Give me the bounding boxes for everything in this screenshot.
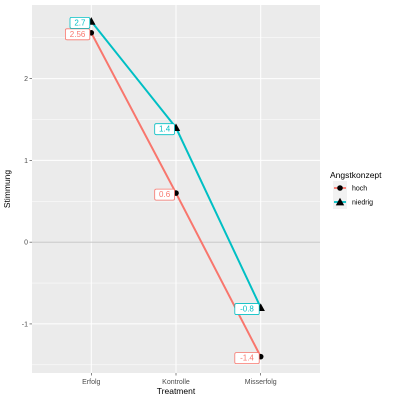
data-label-niedrig: 1.4 bbox=[154, 123, 175, 136]
data-label-text: 2.56 bbox=[70, 30, 86, 39]
y-axis-title: Stimmung bbox=[2, 170, 12, 209]
y-tick-label: 1 bbox=[24, 158, 28, 165]
x-axis-title: Treatment bbox=[157, 386, 196, 396]
data-label-text: 1.4 bbox=[159, 125, 171, 134]
legend-item-hoch: hoch bbox=[333, 181, 367, 195]
x-tick-label: Misserfolg bbox=[245, 379, 277, 386]
data-label-box bbox=[69, 16, 91, 29]
x-tick-label: Kontrolle bbox=[162, 379, 190, 386]
legend: Angstkonzept hoch niedrig bbox=[330, 170, 382, 209]
x-tick-label: Erfolg bbox=[82, 379, 100, 386]
legend-title: Angstkonzept bbox=[330, 170, 382, 180]
data-label-box bbox=[234, 352, 260, 365]
legend-item-niedrig: niedrig bbox=[333, 195, 373, 209]
legend-label: hoch bbox=[352, 186, 367, 193]
data-label-box bbox=[154, 123, 175, 136]
data-label-hoch: 2.56 bbox=[64, 28, 91, 41]
data-label-niedrig: -0.8 bbox=[234, 303, 260, 315]
y-axis-ticks: -1 0 1 2 bbox=[22, 76, 32, 328]
data-label-text: -1.4 bbox=[240, 354, 254, 363]
data-label-text: -0.8 bbox=[240, 305, 254, 314]
y-tick-label: -1 bbox=[22, 321, 28, 328]
y-tick-label: 0 bbox=[24, 240, 28, 247]
data-label-text: 2.7 bbox=[74, 18, 86, 27]
data-label-hoch: -1.4 bbox=[234, 352, 260, 365]
data-label-box bbox=[234, 303, 260, 315]
data-label-niedrig: 2.7 bbox=[69, 16, 91, 29]
data-label-box bbox=[154, 188, 175, 201]
data-labels: 2.56 0.6 -1.4 2.7 1.4 -0.8 bbox=[64, 16, 260, 365]
legend-key-marker bbox=[335, 197, 345, 206]
x-axis-ticks: Erfolg Kontrolle Misserfolg bbox=[82, 373, 277, 386]
data-label-box bbox=[64, 28, 91, 41]
data-label-text: 0.6 bbox=[159, 190, 171, 199]
legend-label: niedrig bbox=[352, 200, 373, 207]
legend-key-marker bbox=[337, 185, 343, 191]
y-tick-label: 2 bbox=[24, 76, 28, 83]
data-label-hoch: 0.6 bbox=[154, 188, 175, 201]
legend-items: hoch niedrig bbox=[333, 181, 373, 209]
